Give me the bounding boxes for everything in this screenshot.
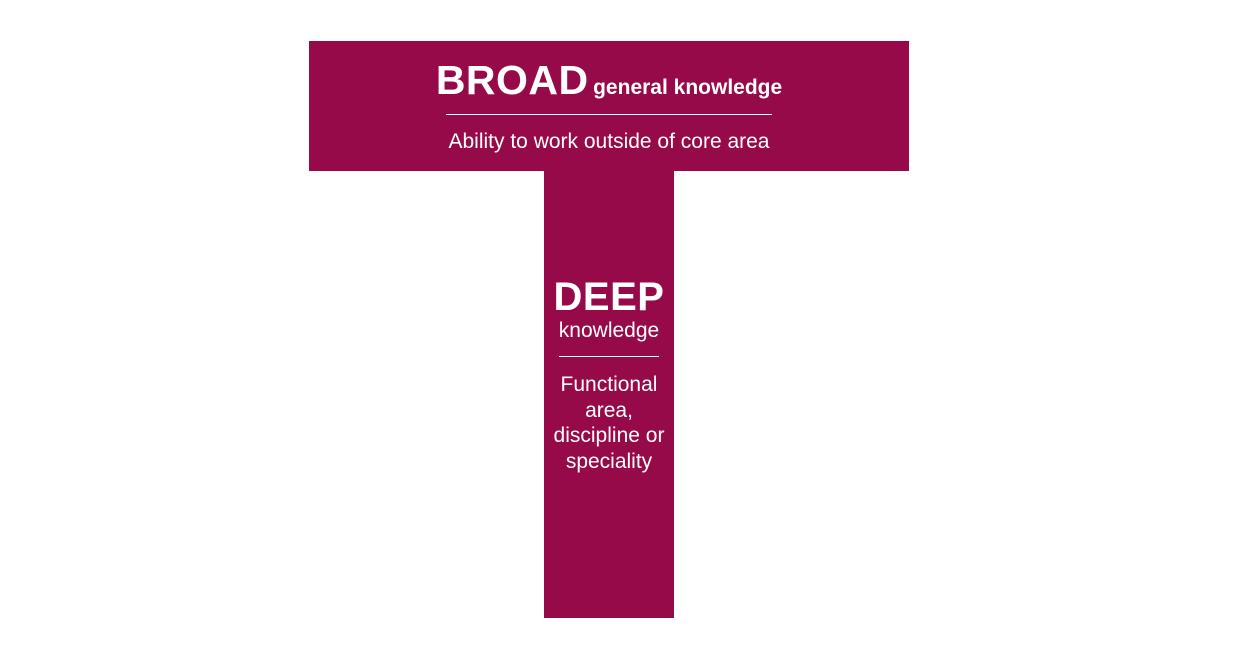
deep-subtitle: knowledge xyxy=(558,319,660,342)
broad-knowledge-bar: BROAD general knowledge Ability to work … xyxy=(309,41,909,171)
broad-description: Ability to work outside of core area xyxy=(448,130,770,153)
broad-heading: BROAD general knowledge xyxy=(309,57,909,113)
deep-title: DEEP xyxy=(553,275,665,319)
deep-divider xyxy=(559,356,659,357)
broad-title: BROAD xyxy=(435,57,589,103)
broad-divider xyxy=(446,114,772,115)
deep-knowledge-stem: DEEP knowledge Functional area, discipli… xyxy=(544,171,674,618)
deep-description: Functional area, discipline or specialit… xyxy=(553,373,665,473)
broad-subtitle: general knowledge xyxy=(593,76,783,99)
